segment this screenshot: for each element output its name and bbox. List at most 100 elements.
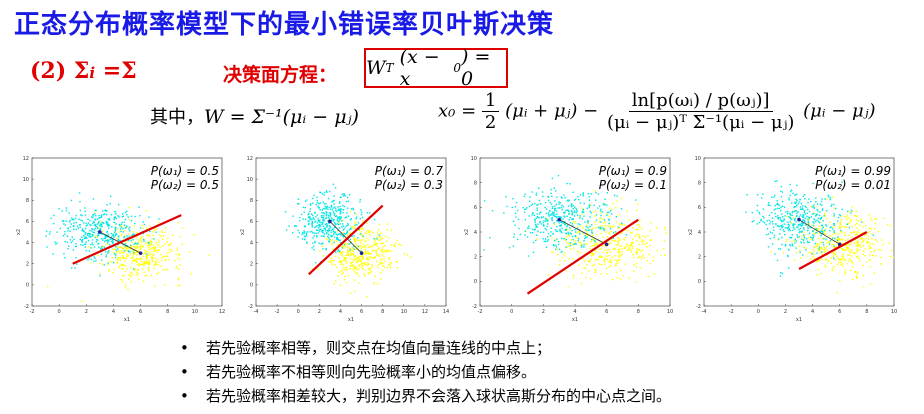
data-point — [489, 236, 491, 239]
data-point — [869, 266, 872, 268]
data-point — [536, 216, 539, 218]
data-point — [123, 236, 126, 238]
data-point — [117, 238, 120, 240]
mean-point — [328, 219, 332, 224]
data-point — [349, 219, 352, 221]
data-point — [335, 215, 338, 217]
data-point — [378, 255, 380, 257]
data-point — [85, 249, 87, 252]
data-point — [62, 235, 65, 237]
data-point — [345, 282, 347, 284]
data-point — [779, 228, 782, 231]
data-point — [99, 262, 101, 265]
data-point — [329, 215, 331, 217]
bullet-list: • 若先验概率相等，则交点在均值向量连线的中点上； • 若先验概率不相等则向先验概率… — [180, 336, 671, 408]
data-point — [804, 221, 806, 223]
data-point — [136, 247, 139, 249]
data-point — [856, 245, 859, 248]
data-point — [787, 210, 789, 213]
data-point — [535, 192, 538, 195]
data-point — [107, 251, 109, 253]
data-point — [153, 267, 155, 270]
data-point — [579, 215, 581, 217]
data-point — [114, 230, 117, 232]
data-point — [121, 213, 124, 215]
data-point — [554, 215, 557, 218]
data-point — [53, 214, 55, 217]
data-point — [576, 232, 579, 235]
data-point — [318, 223, 321, 226]
data-point — [647, 275, 650, 278]
data-point — [787, 226, 789, 229]
data-point — [135, 254, 138, 256]
data-point — [75, 256, 77, 259]
data-point — [151, 261, 154, 263]
data-point — [844, 234, 847, 236]
data-point — [841, 226, 844, 228]
data-point — [544, 238, 547, 240]
data-point — [327, 197, 330, 200]
data-point — [145, 250, 147, 253]
data-point — [146, 254, 148, 257]
data-point — [599, 248, 601, 251]
data-point — [850, 248, 853, 251]
data-point — [101, 238, 103, 240]
data-point — [618, 223, 621, 225]
data-point — [621, 222, 623, 224]
data-point — [553, 208, 556, 210]
data-point — [583, 240, 585, 242]
data-point — [363, 252, 366, 255]
data-point — [337, 249, 340, 251]
data-point — [126, 214, 128, 216]
mean-connector-line — [558, 219, 607, 245]
data-point — [312, 242, 314, 244]
data-point — [152, 244, 155, 246]
data-point — [115, 217, 117, 220]
data-point — [833, 245, 836, 247]
data-point — [856, 241, 858, 244]
data-point — [841, 208, 843, 211]
data-point — [858, 257, 861, 259]
data-point — [816, 231, 818, 234]
data-point — [821, 253, 824, 256]
data-point — [551, 205, 554, 208]
data-point — [332, 200, 334, 202]
data-point — [97, 232, 99, 235]
data-point — [148, 266, 150, 268]
data-point — [151, 247, 153, 249]
data-point — [387, 250, 389, 252]
data-point — [337, 250, 339, 252]
data-point — [868, 241, 870, 243]
data-point — [829, 239, 832, 242]
data-point — [861, 237, 864, 240]
data-point — [560, 225, 562, 227]
data-point — [787, 248, 790, 251]
data-point — [315, 225, 317, 228]
data-point — [598, 220, 601, 223]
data-point — [597, 193, 600, 195]
data-point — [124, 283, 127, 285]
data-point — [602, 203, 605, 206]
data-point — [355, 213, 357, 215]
data-point — [825, 239, 828, 241]
data-point — [366, 295, 368, 298]
data-point — [359, 249, 361, 252]
data-point — [614, 248, 616, 250]
data-point — [606, 204, 608, 206]
data-point — [577, 251, 579, 253]
data-point — [608, 255, 611, 257]
data-point — [136, 273, 139, 275]
data-point — [108, 240, 110, 242]
data-point — [799, 223, 801, 225]
data-point — [574, 241, 576, 244]
data-point — [92, 244, 94, 246]
data-point — [165, 255, 167, 258]
data-point — [875, 238, 877, 241]
data-point — [787, 223, 789, 226]
data-point — [328, 260, 330, 263]
data-point — [126, 235, 128, 237]
data-point — [825, 224, 827, 226]
data-point — [631, 245, 633, 247]
data-point — [294, 225, 296, 227]
data-point — [585, 229, 587, 231]
